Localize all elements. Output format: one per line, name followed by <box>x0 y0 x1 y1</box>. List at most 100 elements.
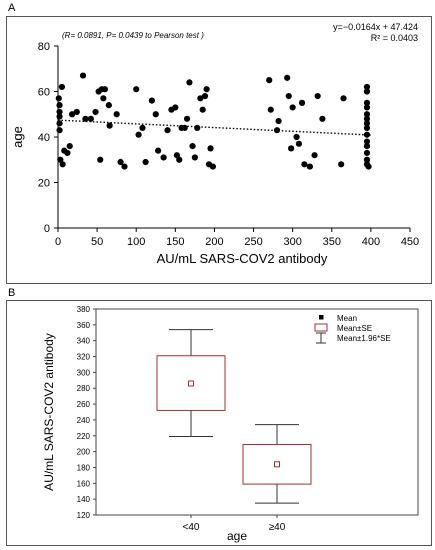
a-data-point <box>267 106 274 113</box>
b-y-tick-label: 200 <box>77 448 91 457</box>
a-data-point <box>66 143 73 150</box>
a-x-tick-label: 400 <box>362 236 380 248</box>
b-legend-mean-label: Mean <box>337 314 357 323</box>
a-data-point <box>172 104 179 111</box>
a-data-point <box>152 111 159 118</box>
a-data-point <box>191 154 198 161</box>
a-data-point <box>365 163 372 170</box>
a-data-point <box>73 108 80 116</box>
panel-a-frame <box>6 16 432 284</box>
a-data-point <box>288 145 295 152</box>
panel-a-letter: A <box>8 2 16 14</box>
a-data-point <box>117 158 124 166</box>
b-legend-mean-symbol <box>319 315 324 320</box>
a-data-point <box>338 161 345 168</box>
a-data-point <box>363 115 371 122</box>
b-y-tick-label: 320 <box>77 353 91 362</box>
a-data-point <box>363 124 371 131</box>
a-data-point <box>301 161 308 168</box>
a-x-tick-label: 200 <box>205 236 223 248</box>
b-y-tick-label: 260 <box>77 400 91 409</box>
a-data-point <box>113 111 120 118</box>
a-data-point <box>266 77 273 84</box>
a-data-point <box>306 163 313 170</box>
a-data-point <box>160 154 167 161</box>
b-x-tick-label: ≥40 <box>269 522 286 533</box>
a-data-point <box>68 111 76 118</box>
a-data-point <box>55 95 62 102</box>
b-se-box <box>156 355 226 411</box>
a-data-point <box>363 88 371 95</box>
a-trend-line <box>57 119 371 136</box>
b-x-tick-label: <40 <box>183 522 200 533</box>
a-x-tick-label: 0 <box>55 236 61 248</box>
a-x-tick-label: 50 <box>91 236 103 248</box>
a-data-point <box>295 140 303 147</box>
a-y-tick-label: 60 <box>38 87 50 99</box>
a-data-point <box>56 127 63 134</box>
a-data-point <box>57 156 64 163</box>
a-data-point <box>207 145 214 152</box>
a-y-tick-label: 0 <box>44 223 50 235</box>
b-legend-se-label: Mean±SE <box>337 324 372 333</box>
b-se-box <box>242 443 312 485</box>
a-data-point <box>173 152 180 159</box>
a-data-point <box>363 156 371 163</box>
a-data-point <box>56 120 63 127</box>
b-y-tick-label: 300 <box>77 368 91 377</box>
a-data-point <box>164 127 171 134</box>
a-y-tick-label: 80 <box>38 41 50 53</box>
a-data-point <box>314 92 321 100</box>
a-data-point <box>340 95 347 102</box>
a-data-point <box>319 115 326 122</box>
a-x-tick-label: 300 <box>283 236 301 248</box>
a-y-axis-title: age <box>10 126 25 148</box>
a-data-point <box>194 124 201 131</box>
a-x-tick-label: 450 <box>401 236 419 248</box>
a-data-point <box>82 115 89 122</box>
a-data-point <box>133 86 140 93</box>
a-data-point <box>105 102 112 109</box>
b-y-tick-label: 340 <box>77 337 91 346</box>
b-mean-marker <box>188 380 194 387</box>
a-data-point <box>56 108 63 116</box>
b-y-tick-label: 120 <box>77 511 91 520</box>
panel-b-frame <box>6 300 432 546</box>
a-x-tick-label: 250 <box>244 236 262 248</box>
panel-b-letter: B <box>8 287 16 299</box>
a-data-point <box>155 147 162 154</box>
a-data-point <box>363 111 371 118</box>
a-data-point <box>142 158 149 166</box>
a-data-point <box>58 83 66 91</box>
b-y-tick-label: 140 <box>77 495 91 504</box>
a-data-point <box>197 95 204 102</box>
a-data-point <box>363 149 371 157</box>
a-data-point <box>56 102 63 109</box>
b-y-tick-label: 220 <box>77 432 91 441</box>
b-x-axis-title: age <box>227 529 247 543</box>
a-data-point <box>199 106 206 113</box>
a-pearson-annotation: (R= 0.0891, P= 0.0439 to Pearson test ) <box>62 31 204 40</box>
a-data-point <box>284 74 291 81</box>
b-y-tick-label: 240 <box>77 416 91 425</box>
a-y-tick-label: 20 <box>38 178 50 190</box>
a-data-point <box>183 115 191 122</box>
a-data-point <box>101 86 109 93</box>
a-x-tick-label: 350 <box>323 236 341 248</box>
a-data-point <box>92 108 99 116</box>
b-y-tick-label: 380 <box>77 305 91 314</box>
a-data-point <box>275 117 282 125</box>
b-y-tick-label: 160 <box>77 479 91 488</box>
a-data-point <box>139 124 146 131</box>
b-plot-area <box>95 308 419 516</box>
a-data-point <box>87 115 94 122</box>
a-x-tick-label: 100 <box>127 236 145 248</box>
b-y-axis-title: AU/mL SARS-COV2 antibody <box>42 333 56 491</box>
a-data-point <box>189 143 196 150</box>
a-data-point <box>289 104 296 111</box>
a-data-point <box>135 131 142 138</box>
a-data-point <box>64 149 71 157</box>
a-data-point <box>100 95 107 102</box>
a-data-point <box>97 156 104 163</box>
